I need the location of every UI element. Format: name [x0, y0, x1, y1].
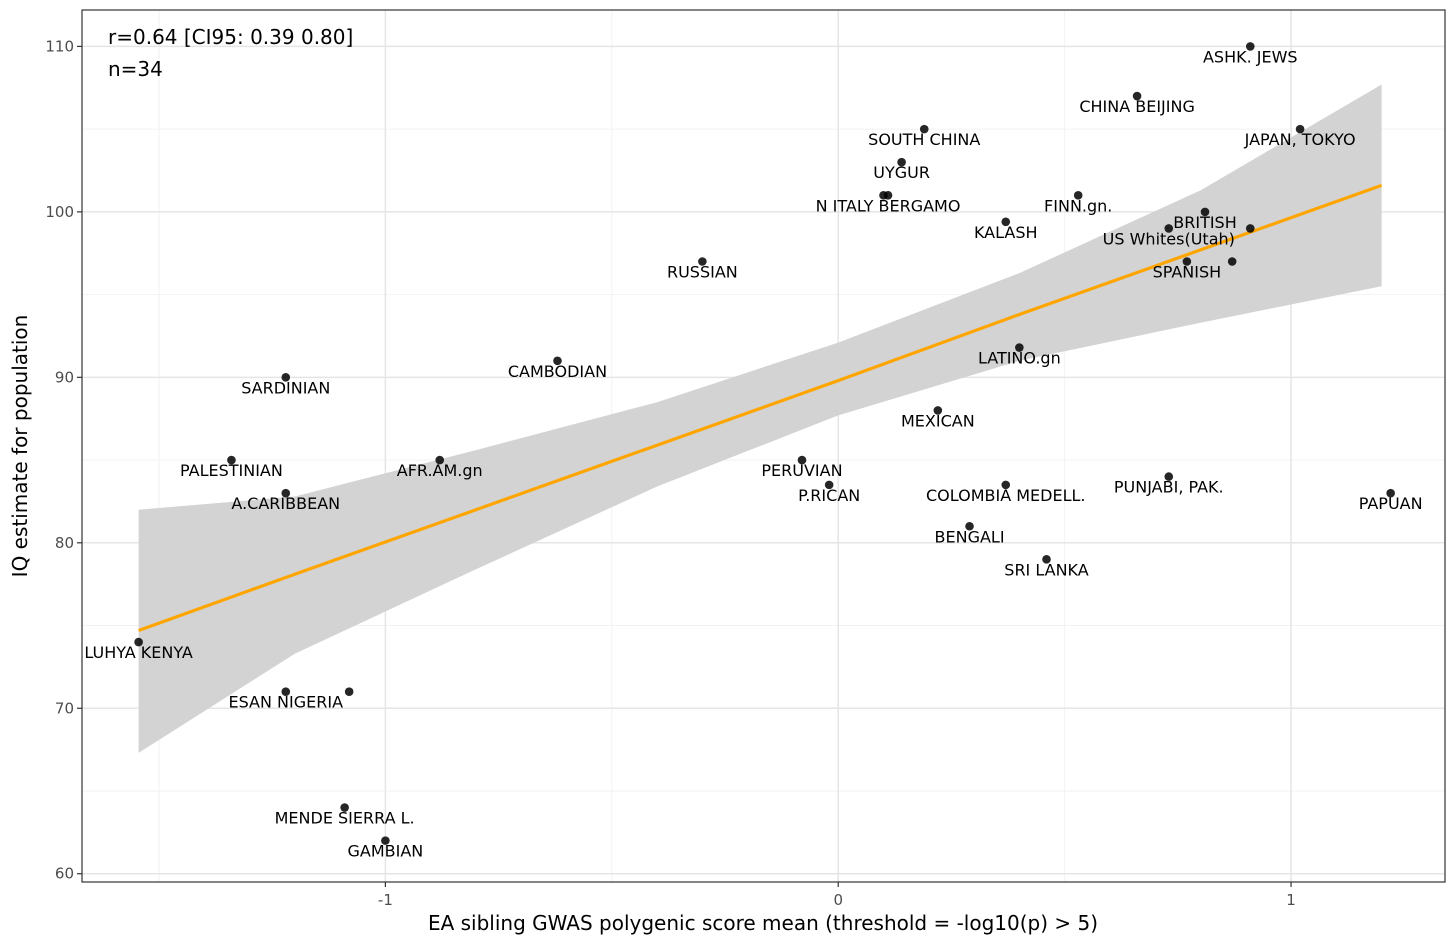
data-point [919, 124, 929, 134]
data-point [897, 157, 906, 167]
correlation-annotation: r=0.64 [CI95: 0.39 0.80] [108, 25, 353, 49]
y-axis: 60 70 80 90 100 110 [45, 37, 82, 883]
y-tick-label: 60 [55, 865, 74, 883]
data-points [134, 42, 1395, 845]
point-label: KALASH [974, 223, 1038, 242]
y-tick-label: 110 [45, 37, 74, 55]
data-point [435, 455, 445, 465]
data-point [824, 480, 834, 490]
point-label: SPANISH [1153, 263, 1222, 282]
data-point [1295, 124, 1305, 134]
point-label: PAPUAN [1359, 494, 1423, 513]
x-tick-label: -1 [378, 891, 393, 909]
point-label: LUHYA KENYA [84, 643, 193, 662]
point-label: SARDINIAN [241, 378, 330, 397]
point-label: BENGALI [935, 527, 1005, 546]
point-label: GAMBIAN [348, 842, 424, 861]
data-point [340, 803, 349, 812]
data-point [1227, 257, 1237, 266]
y-tick-label: 90 [55, 368, 74, 386]
data-point [1386, 488, 1395, 498]
data-point [879, 191, 888, 200]
data-point [698, 257, 707, 266]
point-label: AFR.AM.gn [397, 461, 483, 480]
sample-size-annotation: n=34 [108, 57, 163, 81]
point-label: RUSSIAN [667, 263, 738, 282]
point-label: MENDE SIERRA L. [275, 809, 415, 828]
data-point [281, 373, 291, 382]
point-label: FINN.gn. [1044, 196, 1112, 215]
point-label: LATINO.gn [978, 349, 1061, 368]
data-point [1015, 343, 1024, 352]
x-tick-label: 1 [1286, 891, 1296, 909]
x-tick-label: 0 [833, 891, 843, 909]
data-point [933, 406, 943, 415]
y-tick-label: 70 [55, 699, 74, 717]
point-label: CHINA BEIJING [1079, 97, 1195, 116]
data-point [1073, 191, 1083, 200]
point-label: A.CARIBBEAN [231, 494, 340, 513]
plot-panel-border [81, 9, 1446, 883]
data-point [281, 687, 291, 697]
data-point [553, 356, 562, 366]
point-label: SOUTH CHINA [868, 130, 980, 149]
data-point [1245, 42, 1255, 51]
data-point [281, 488, 291, 498]
point-label: P.RICAN [798, 486, 860, 505]
point-label: JAPAN, TOKYO [1244, 130, 1356, 149]
data-point [1164, 224, 1174, 233]
data-point [1200, 207, 1210, 217]
point-label: BRITISH [1173, 213, 1237, 232]
data-point [227, 455, 236, 465]
point-labels: ASHK. JEWS CHINA BEIJING JAPAN, TOKYO SOUTH… [84, 47, 1422, 860]
point-label: SRI LANKA [1004, 560, 1088, 579]
data-point [344, 687, 354, 697]
x-axis-title: EA sibling GWAS polygenic score mean (th… [428, 911, 1098, 935]
data-point [797, 455, 807, 465]
x-axis: -1 0 1 [378, 882, 1296, 909]
point-label: UYGUR [873, 163, 930, 182]
point-label: COLOMBIA MEDELL. [926, 486, 1086, 505]
data-point [1164, 472, 1174, 481]
data-point [1042, 555, 1051, 564]
confidence-band [138, 84, 1382, 753]
point-label: MEXICAN [901, 411, 975, 430]
y-tick-label: 100 [45, 203, 74, 221]
regression-line [138, 183, 1383, 633]
y-tick-label: 80 [55, 534, 74, 552]
point-label: ESAN NIGERIA [228, 693, 343, 712]
data-point [1001, 480, 1011, 490]
point-label: CAMBODIAN [508, 362, 607, 381]
point-label: ASHK. JEWS [1203, 47, 1298, 66]
data-point [1182, 257, 1192, 266]
data-point [381, 836, 390, 845]
point-label: PALESTINIAN [180, 461, 283, 480]
point-label: PUNJABI, PAK. [1114, 478, 1224, 497]
data-point [1132, 91, 1142, 101]
data-point [134, 637, 143, 647]
y-axis-title: IQ estimate for population [8, 315, 32, 578]
data-point [1245, 224, 1255, 233]
plot-background [82, 10, 1445, 882]
point-label: PERUVIAN [761, 461, 842, 480]
data-point [1001, 217, 1011, 227]
data-point [965, 521, 974, 531]
point-label: N ITALY BERGAMO [816, 196, 961, 215]
point-label: US Whites(Utah) [1103, 229, 1235, 248]
